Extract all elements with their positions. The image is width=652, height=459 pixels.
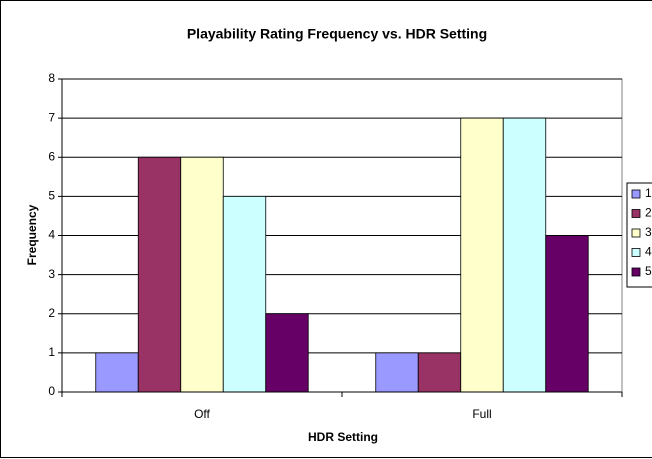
y-axis-label: Frequency xyxy=(25,204,39,265)
y-tick-label: 7 xyxy=(48,110,55,124)
legend-swatch xyxy=(631,267,641,277)
legend-label: 3 xyxy=(645,225,652,239)
y-tick-label: 5 xyxy=(48,189,55,203)
legend-swatch xyxy=(631,248,641,257)
bar xyxy=(222,195,267,393)
x-tick-label: Full xyxy=(472,407,491,421)
legend-label: 5 xyxy=(645,264,652,278)
legend-label: 1 xyxy=(645,186,652,200)
y-tick-label: 0 xyxy=(48,384,55,398)
y-tick-label: 3 xyxy=(48,267,55,281)
y-tick-label: 4 xyxy=(48,228,55,242)
legend-swatch xyxy=(631,209,641,218)
bar xyxy=(137,156,182,393)
bar xyxy=(375,352,419,393)
bar xyxy=(460,117,504,393)
y-tick-label: 8 xyxy=(48,71,55,85)
x-tick-label: Off xyxy=(194,407,210,421)
legend-label: 4 xyxy=(645,245,652,259)
bar xyxy=(180,156,224,393)
y-tick-label: 1 xyxy=(48,345,55,359)
bar xyxy=(502,117,547,393)
bar xyxy=(95,352,139,393)
legend-swatch xyxy=(631,228,641,238)
bar xyxy=(265,313,309,393)
bar xyxy=(417,352,462,393)
legend-label: 2 xyxy=(645,206,652,220)
bar xyxy=(545,235,589,393)
chart-title: Playability Rating Frequency vs. HDR Set… xyxy=(187,26,487,42)
legend-swatch xyxy=(631,189,641,199)
y-tick-label: 2 xyxy=(48,306,55,320)
x-axis-label: HDR Setting xyxy=(308,430,378,444)
y-tick-label: 6 xyxy=(48,149,55,163)
